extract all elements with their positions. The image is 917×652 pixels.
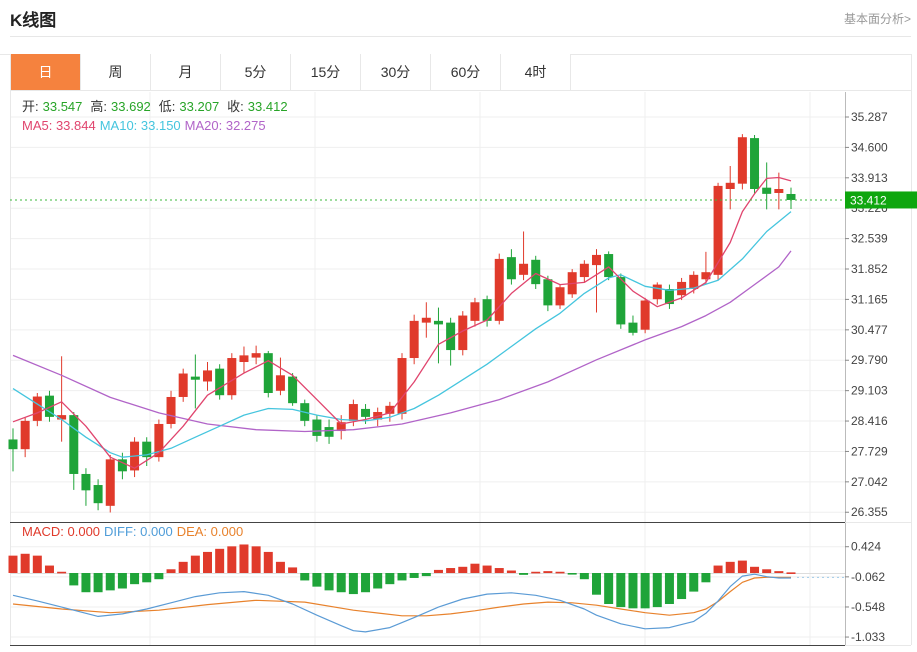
dea-line bbox=[12, 576, 791, 617]
ohlc-legend-high: 高: 33.692 bbox=[90, 99, 151, 114]
price-tick-label: 34.600 bbox=[851, 140, 888, 154]
price-tick-label: 27.729 bbox=[851, 444, 888, 458]
ohlc-legend-open: 开: 33.547 bbox=[22, 99, 83, 114]
ohlc-legend-close: 收: 33.412 bbox=[227, 99, 288, 114]
period-tab-2[interactable]: 月 bbox=[151, 54, 221, 90]
macd-legend-macd: MACD: 0.000 bbox=[22, 524, 101, 539]
ma10-line bbox=[12, 211, 792, 458]
period-tab-1[interactable]: 周 bbox=[81, 54, 151, 90]
candles-group bbox=[8, 134, 796, 513]
price-tick-label: 29.103 bbox=[851, 384, 888, 398]
page-title: K线图 bbox=[10, 11, 57, 30]
macd-legend: MACD: 0.000 DIFF: 0.000 DEA: 0.000 bbox=[22, 524, 247, 539]
header-divider bbox=[10, 36, 911, 37]
price-tick-label: 31.165 bbox=[851, 292, 888, 306]
price-tick-label: 28.416 bbox=[851, 414, 888, 428]
diff-line bbox=[12, 573, 791, 633]
price-tick-label: 33.913 bbox=[851, 171, 888, 185]
ohlc-legend: 开: 33.547 高: 33.692 低: 33.207 收: 33.412 bbox=[22, 96, 296, 115]
period-tabbar: 日周月 5分 15分 30分 60分 4时 bbox=[10, 54, 571, 90]
macd-tick-label: -0.548 bbox=[851, 600, 885, 614]
price-tick-label: 26.355 bbox=[851, 505, 888, 519]
price-tick-label: 30.477 bbox=[851, 323, 888, 337]
ma-legend-ma5: MA5: 33.844 bbox=[22, 118, 96, 133]
price-tick-label: 31.852 bbox=[851, 262, 888, 276]
period-tab-7[interactable]: 4时 bbox=[501, 54, 571, 90]
last-price-badge bbox=[845, 191, 917, 209]
macd-histogram bbox=[8, 544, 796, 609]
period-tab-0[interactable]: 日 bbox=[11, 54, 81, 90]
macd-tick-label: -1.033 bbox=[851, 630, 885, 644]
macd-legend-diff: DIFF: 0.000 bbox=[104, 524, 173, 539]
ohlc-legend-low: 低: 33.207 bbox=[158, 99, 220, 114]
last-price-badge-label: 33.412 bbox=[850, 193, 887, 207]
price-tick-label: 29.790 bbox=[851, 353, 888, 367]
macd-tick-label: -0.062 bbox=[851, 570, 885, 584]
price-tick-label: 27.042 bbox=[851, 475, 888, 489]
ma5-line bbox=[12, 176, 792, 469]
ma-legend-ma20: MA20: 32.275 bbox=[184, 118, 266, 133]
period-tab-4[interactable]: 15分 bbox=[291, 54, 361, 90]
price-tick-label: 32.539 bbox=[851, 232, 888, 246]
fundamental-analysis-link[interactable]: 基本面分析> bbox=[843, 12, 911, 26]
period-tab-3[interactable]: 5分 bbox=[221, 54, 291, 90]
ma-legend-ma10: MA10: 33.150 bbox=[99, 118, 181, 133]
price-tick-label: 35.287 bbox=[851, 110, 888, 124]
ma20-line bbox=[12, 250, 792, 433]
period-tab-5[interactable]: 30分 bbox=[361, 54, 431, 90]
macd-tick-label: 0.424 bbox=[851, 540, 881, 554]
macd-legend-dea: DEA: 0.000 bbox=[176, 524, 244, 539]
ma-legend: MA5: 33.844 MA10: 33.150 MA20: 32.275 bbox=[22, 118, 270, 133]
period-tab-6[interactable]: 60分 bbox=[431, 54, 501, 90]
